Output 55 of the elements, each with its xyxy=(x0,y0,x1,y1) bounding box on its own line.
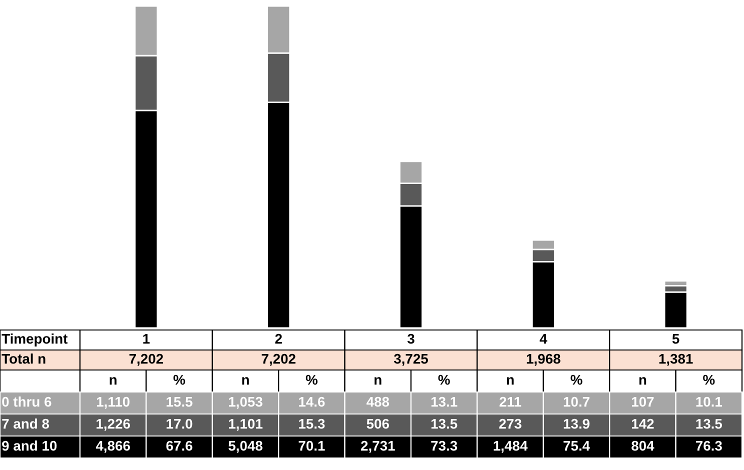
data-label: 211 xyxy=(500,396,522,407)
text: n xyxy=(639,377,646,385)
data-label: 506 xyxy=(366,418,389,429)
text: n xyxy=(374,377,382,385)
x-tick-label: 4 xyxy=(540,334,548,344)
text: 17.0 xyxy=(166,418,192,429)
text: % xyxy=(570,374,582,385)
x-tick-label: 2 xyxy=(275,334,282,344)
legend-label: 0 thru 6 xyxy=(2,396,52,407)
x-tick-label: 3 xyxy=(407,334,414,344)
data-label: 1,110 xyxy=(96,396,130,409)
text: n xyxy=(242,377,249,385)
text: % xyxy=(703,374,715,385)
data-label: 1,226 xyxy=(96,418,130,431)
data-label: 273 xyxy=(499,418,522,429)
text: 13.9 xyxy=(564,418,590,429)
text: 70.1 xyxy=(298,440,325,451)
text: 14.6 xyxy=(299,396,325,407)
x-tick-label: 5 xyxy=(672,334,680,344)
x-axis-title: Timepoint xyxy=(2,334,68,346)
text: 13.5 xyxy=(431,418,458,429)
text: 73.3 xyxy=(431,440,458,451)
text: Total n xyxy=(2,354,46,364)
legend-label: 7 and 8 xyxy=(2,418,50,429)
text: 13.5 xyxy=(696,418,722,429)
text: 76.3 xyxy=(696,440,722,451)
text: 75.4 xyxy=(564,441,590,451)
data-label: 1,484 xyxy=(494,440,528,453)
data-label: 488 xyxy=(366,396,390,407)
text: 3,725 xyxy=(394,354,428,366)
text: 67.6 xyxy=(166,440,192,451)
text: 10.1 xyxy=(696,396,722,407)
text: % xyxy=(306,374,318,385)
text: 1,381 xyxy=(659,354,693,366)
text: 13.1 xyxy=(431,396,458,407)
text: 7,202 xyxy=(129,354,164,366)
text: 1,968 xyxy=(526,354,560,366)
text: % xyxy=(173,374,186,385)
text: 7,202 xyxy=(262,354,296,366)
data-label: 142 xyxy=(632,418,654,429)
x-tick-label: 1 xyxy=(143,334,150,344)
data-label: 4,866 xyxy=(96,440,130,453)
text: n xyxy=(506,377,514,385)
legend-label: 9 and 10 xyxy=(2,440,57,451)
text: 15.3 xyxy=(299,418,325,429)
text: 10.7 xyxy=(564,396,590,407)
data-label: 804 xyxy=(632,440,654,451)
data-label: 1,101 xyxy=(229,418,262,431)
text: 15.5 xyxy=(166,397,192,407)
data-label: 107 xyxy=(632,396,654,407)
data-label: 2,731 xyxy=(361,440,395,453)
data-label: 5,048 xyxy=(228,440,262,453)
data-label: 1,053 xyxy=(229,396,262,409)
text: n xyxy=(110,377,116,385)
text: % xyxy=(438,374,450,385)
